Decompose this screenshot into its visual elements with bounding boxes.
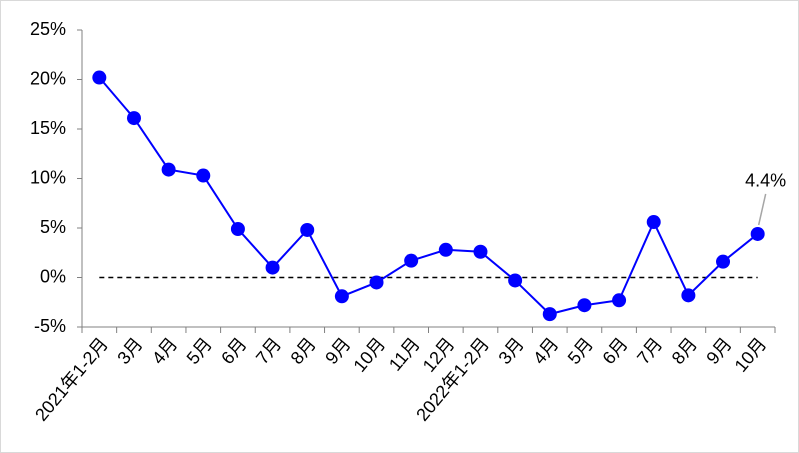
- data-point: [473, 244, 488, 259]
- data-point: [681, 288, 696, 303]
- data-label: 4.4%: [745, 171, 786, 191]
- data-point: [612, 293, 627, 308]
- y-tick-label: -5%: [34, 316, 66, 336]
- data-point: [542, 307, 557, 322]
- data-point: [577, 298, 592, 313]
- y-tick-label: 15%: [30, 118, 66, 138]
- data-point: [126, 111, 141, 126]
- y-tick-label: 5%: [40, 217, 66, 237]
- series-line: [98, 76, 759, 316]
- y-tick-label: 10%: [30, 167, 66, 187]
- data-point: [161, 162, 176, 177]
- data-point: [438, 242, 453, 257]
- label-leader: [757, 193, 767, 226]
- data-point: [196, 168, 211, 183]
- data-point: [508, 273, 523, 288]
- data-point: [646, 215, 661, 230]
- data-point: [334, 289, 349, 304]
- data-point: [230, 221, 245, 236]
- data-point: [750, 226, 765, 241]
- data-point: [300, 222, 315, 237]
- data-point: [369, 275, 384, 290]
- y-tick-label: 25%: [30, 19, 66, 39]
- data-point: [265, 260, 280, 275]
- y-tick-label: 20%: [30, 68, 66, 88]
- data-point: [92, 70, 107, 85]
- data-point: [404, 253, 419, 268]
- data-point: [716, 254, 731, 269]
- y-tick-label: 0%: [40, 266, 66, 286]
